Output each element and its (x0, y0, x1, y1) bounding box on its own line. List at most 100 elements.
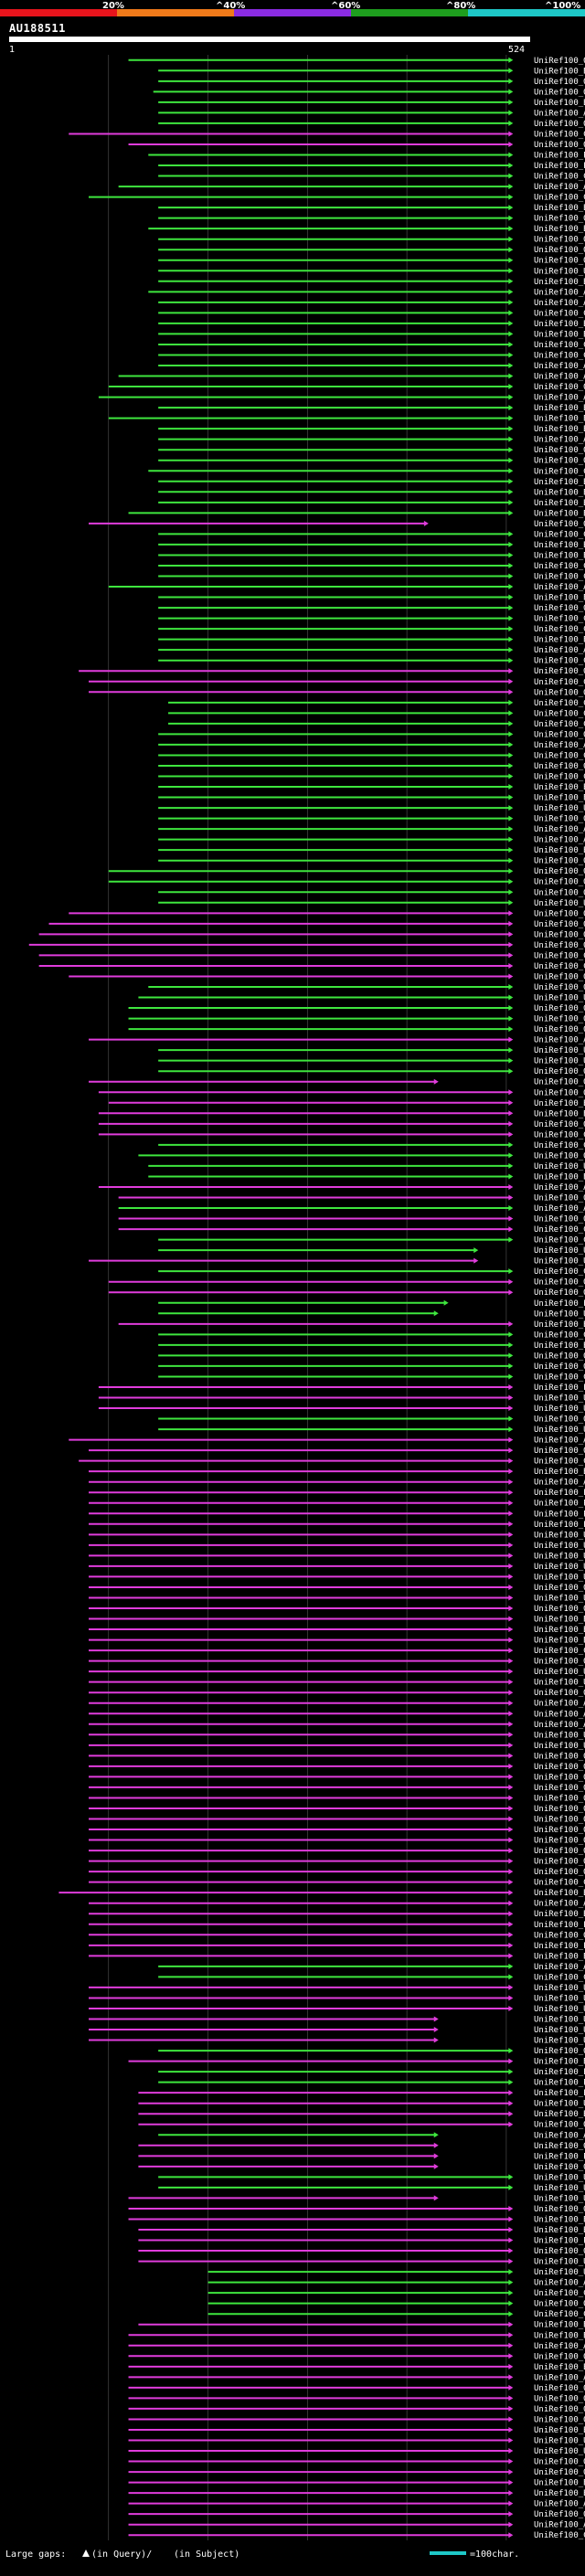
hit-row[interactable]: UniRef100_B6Q377 (128, 2426, 585, 2435)
hit-label[interactable]: UniRef100_UP1000... (534, 2015, 585, 2024)
hit-row[interactable]: UniRef100_B3TLY7 (158, 278, 585, 287)
hit-label[interactable]: UniRef100_UP1000... (534, 2037, 585, 2046)
hit-label[interactable]: UniRef100_B6QWT9 (534, 594, 585, 603)
hit-row[interactable]: UniRef100_C0S8B3 (168, 720, 585, 729)
hit-row[interactable]: UniRef100_C1MWU2 (158, 1973, 585, 1982)
hit-row[interactable]: UniRef100_Q6U248 (128, 2384, 585, 2393)
hit-row[interactable]: UniRef100_Q5W234 (158, 446, 585, 455)
hit-row[interactable]: UniRef100_C3YCF8 (38, 962, 585, 971)
hit-row[interactable]: UniRef100_Q0TGS7 (158, 236, 585, 245)
hit-row[interactable]: UniRef100_P13667 (138, 2152, 585, 2161)
hit-label[interactable]: UniRef100_Q751V7 (534, 972, 585, 981)
hit-row[interactable]: UniRef100_P17967 (89, 1489, 585, 1498)
hit-row[interactable]: UniRef100_C1GSS6 (158, 573, 585, 582)
hit-row[interactable]: UniRef100_UP1000... (89, 1531, 585, 1540)
hit-row[interactable]: UniRef100_Q7QJ32 (89, 1078, 585, 1087)
hit-label[interactable]: UniRef100_C3YCF8 (534, 962, 585, 971)
hit-label[interactable]: UniRef100_B8M349 (534, 783, 585, 792)
hit-label[interactable]: UniRef100_C1MXR6 (534, 1141, 585, 1150)
hit-label[interactable]: UniRef100_Q4DF46 (534, 1288, 585, 1298)
hit-row[interactable]: UniRef100_Q96C96 (89, 1605, 585, 1614)
hit-row[interactable]: UniRef100_C4MB38 (148, 467, 585, 476)
hit-row[interactable]: UniRef100_B7ER98 (108, 415, 585, 424)
hit-row[interactable]: UniRef100_Q0CWB6 (158, 604, 585, 613)
hit-row[interactable]: UniRef100_Q4DF46 (108, 1288, 585, 1298)
hit-row[interactable]: UniRef100_Q5S2J4 (118, 1194, 585, 1203)
hit-label[interactable]: UniRef100_A6U8B3 (534, 2521, 585, 2530)
hit-row[interactable]: UniRef100_Q3TIK0 (89, 1847, 585, 1856)
hit-row[interactable]: UniRef100_Q6NXB9 (128, 1015, 585, 1024)
hit-row[interactable]: UniRef100_UP1000... (158, 899, 585, 908)
hit-label[interactable]: UniRef100_B6HK56 (534, 541, 585, 550)
hit-row[interactable]: UniRef100_Q3UJ48 (89, 1773, 585, 1782)
hit-label[interactable]: UniRef100_B5RIB0 (534, 1109, 585, 1118)
hit-label[interactable]: UniRef100_Q1HGL1 (534, 2510, 585, 2519)
hit-label[interactable]: UniRef100_Q6FJ70 (534, 909, 585, 918)
hit-label[interactable]: UniRef100_Q6U248 (534, 2384, 585, 2393)
hit-label[interactable]: UniRef100_UP1000... (534, 2437, 585, 2446)
hit-label[interactable]: UniRef100_P07237 (534, 1521, 585, 1530)
hit-row[interactable]: UniRef100_B7ZE93 (158, 67, 585, 76)
hit-label[interactable]: UniRef100_UP1000... (534, 994, 585, 1003)
hit-row[interactable]: UniRef100_P03358 (158, 162, 585, 171)
hit-label[interactable]: UniRef100_C7Q5Z8 (534, 1458, 585, 1467)
hit-label[interactable]: UniRef100_Q0CWB6 (534, 604, 585, 613)
hit-row[interactable]: UniRef100_P08003 (98, 1383, 585, 1393)
hit-label[interactable]: UniRef100_Q3UDR2 (534, 1784, 585, 1793)
hit-label[interactable]: UniRef100_C4JWP2 (534, 751, 585, 760)
hit-label[interactable]: UniRef100_Q2V400 (534, 88, 585, 97)
hit-label[interactable]: UniRef100_Q4Q9C8 (534, 383, 585, 392)
hit-label[interactable]: UniRef100_P03358 (534, 162, 585, 171)
hit-row[interactable]: UniRef100_Q0UE24 (158, 815, 585, 824)
hit-row[interactable]: UniRef100_B7FIV8 (128, 2479, 585, 2488)
hit-label[interactable]: UniRef100_UP1000... (534, 2184, 585, 2193)
hit-row[interactable]: UniRef100_Q6P4I2 (89, 1931, 585, 1940)
hit-row[interactable]: UniRef100_A6ZR39 (89, 1479, 585, 1488)
hit-label[interactable]: UniRef100_Q8R4U2 (534, 2142, 585, 2151)
hit-row[interactable]: UniRef100_UP1000... (158, 267, 585, 276)
hit-label[interactable]: UniRef100_B9RNH0 (534, 204, 585, 213)
hit-row[interactable]: UniRef100_UP1000... (158, 804, 585, 813)
hit-row[interactable]: UniRef100_Q3EBE6 (158, 78, 585, 87)
hit-row[interactable]: UniRef100_B4XW60 (128, 2331, 585, 2340)
hit-label[interactable]: UniRef100_Q1HZW3 (534, 2121, 585, 2130)
hit-label[interactable]: UniRef100_UP1000... (534, 1542, 585, 1551)
hit-label[interactable]: UniRef100_Q57W50 (534, 930, 585, 939)
hit-label[interactable]: UniRef100_Q2PVN8 (534, 141, 585, 150)
hit-row[interactable]: UniRef100_A9V7J6 (69, 1436, 585, 1446)
hit-label[interactable]: UniRef100_Q6P174 (534, 2405, 585, 2414)
hit-label[interactable]: UniRef100_B4G8U5 (534, 478, 585, 487)
hit-row[interactable]: UniRef100_B8V0X5 (158, 488, 585, 497)
hit-label[interactable]: UniRef100_B1MT16 (534, 2321, 585, 2330)
hit-label[interactable]: UniRef100_C5XXT2 (534, 530, 585, 539)
hit-label[interactable]: UniRef100_Q1DXB1 (534, 857, 585, 866)
hit-label[interactable]: UniRef100_B9RF46 (534, 425, 585, 434)
hit-row[interactable]: UniRef100_Q3TF72 (89, 1868, 585, 1877)
hit-label[interactable]: UniRef100_Q7ZWU3 (534, 1067, 585, 1076)
hit-label[interactable]: UniRef100_Q3TF72 (534, 1868, 585, 1877)
hit-row[interactable]: UniRef100_C1GV09 (168, 699, 585, 708)
hit-row[interactable]: UniRef100_UP1000... (89, 1668, 585, 1677)
hit-row[interactable]: UniRef100_Q52K20 (158, 2047, 585, 2056)
hit-row[interactable]: UniRef100_UP1000... (89, 1594, 585, 1603)
hit-row[interactable]: UniRef100_Q8U364 (128, 2394, 585, 2403)
hit-row[interactable]: UniRef100_B6HK56 (158, 541, 585, 550)
hit-row[interactable]: UniRef100_A4HS27 (89, 1036, 585, 1045)
hit-label[interactable]: UniRef100_Q4SE84 (534, 1215, 585, 1224)
hit-label[interactable]: UniRef100_Q23RY1 (534, 2163, 585, 2172)
hit-label[interactable]: UniRef100_B8NNS4 (534, 636, 585, 645)
hit-label[interactable]: UniRef100_Q2H869 (534, 730, 585, 739)
hit-row[interactable]: UniRef100_B819L2 (158, 330, 585, 339)
hit-label[interactable]: UniRef100_UP1000... (534, 2447, 585, 2456)
hit-label[interactable]: UniRef100_C4MB38 (534, 467, 585, 476)
hit-row[interactable]: UniRef100_C4PU58 (98, 1130, 585, 1140)
hit-label[interactable]: UniRef100_B7ER98 (534, 415, 585, 424)
hit-row[interactable]: UniRef100_UP1000... (89, 2005, 585, 2014)
hit-row[interactable]: UniRef100_C7YFM3 (158, 657, 585, 666)
hit-label[interactable]: UniRef100_C6T9F8 (534, 351, 585, 360)
hit-label[interactable]: UniRef100_UP1000... (534, 1994, 585, 2003)
hit-label[interactable]: UniRef100_UP1000... (534, 1679, 585, 1688)
hit-label[interactable]: UniRef100_B8V0X5 (534, 488, 585, 497)
hit-row[interactable]: UniRef100_Q3UBY9 (89, 1794, 585, 1803)
hit-row[interactable]: UniRef100_Q4R2P6 (158, 1415, 585, 1425)
